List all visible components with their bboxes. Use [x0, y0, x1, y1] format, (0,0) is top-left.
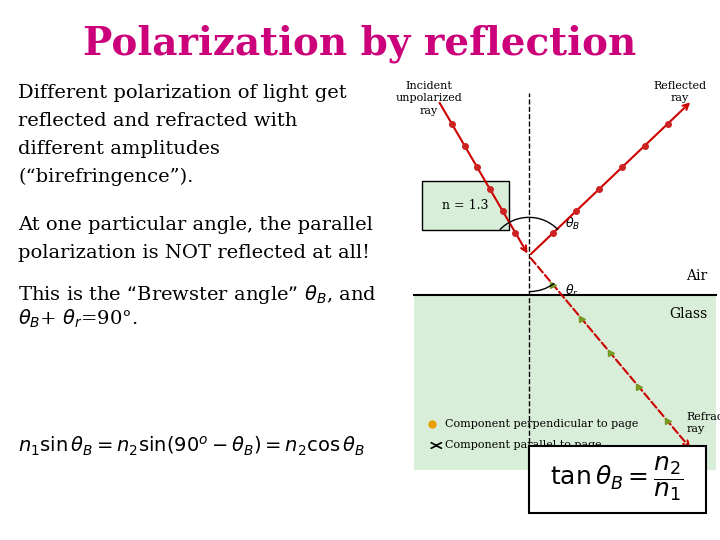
Text: Glass: Glass: [669, 307, 707, 321]
Text: Polarization by reflection: Polarization by reflection: [84, 24, 636, 63]
Text: Air: Air: [686, 269, 707, 283]
Text: Different polarization of light get: Different polarization of light get: [18, 84, 346, 102]
Text: This is the “Brewster angle” $\theta_B$, and: This is the “Brewster angle” $\theta_B$,…: [18, 284, 377, 307]
Text: reflected and refracted with: reflected and refracted with: [18, 112, 297, 130]
Text: $\theta_B$: $\theta_B$: [565, 216, 580, 232]
Text: $\theta_B$+ $\theta_r$=90°.: $\theta_B$+ $\theta_r$=90°.: [18, 308, 138, 330]
Text: n = 1.3: n = 1.3: [442, 199, 489, 212]
Text: $\theta_r$: $\theta_r$: [564, 283, 578, 299]
Text: Component parallel to page: Component parallel to page: [445, 441, 602, 450]
Bar: [414, 295, 716, 470]
Text: Component perpendicular to page: Component perpendicular to page: [445, 419, 639, 429]
Text: $n_1 \sin \theta_B = n_2 \sin(90^o - \theta_B) = n_2 \cos \theta_B$: $n_1 \sin \theta_B = n_2 \sin(90^o - \th…: [18, 435, 365, 458]
Text: Reflected
ray: Reflected ray: [654, 81, 706, 103]
Text: Refracted
ray: Refracted ray: [686, 412, 720, 434]
Text: polarization is NOT reflected at all!: polarization is NOT reflected at all!: [18, 244, 370, 262]
Text: $\tan \theta_B = \dfrac{n_2}{n_1}$: $\tan \theta_B = \dfrac{n_2}{n_1}$: [550, 455, 684, 503]
FancyBboxPatch shape: [422, 181, 509, 230]
Text: $\theta_B$: $\theta_B$: [478, 216, 493, 232]
Text: different amplitudes: different amplitudes: [18, 140, 220, 158]
FancyBboxPatch shape: [529, 446, 706, 513]
Text: At one particular angle, the parallel: At one particular angle, the parallel: [18, 216, 373, 234]
Text: (“birefringence”).: (“birefringence”).: [18, 168, 194, 186]
Text: Incident
unpolarized
ray: Incident unpolarized ray: [396, 81, 462, 116]
